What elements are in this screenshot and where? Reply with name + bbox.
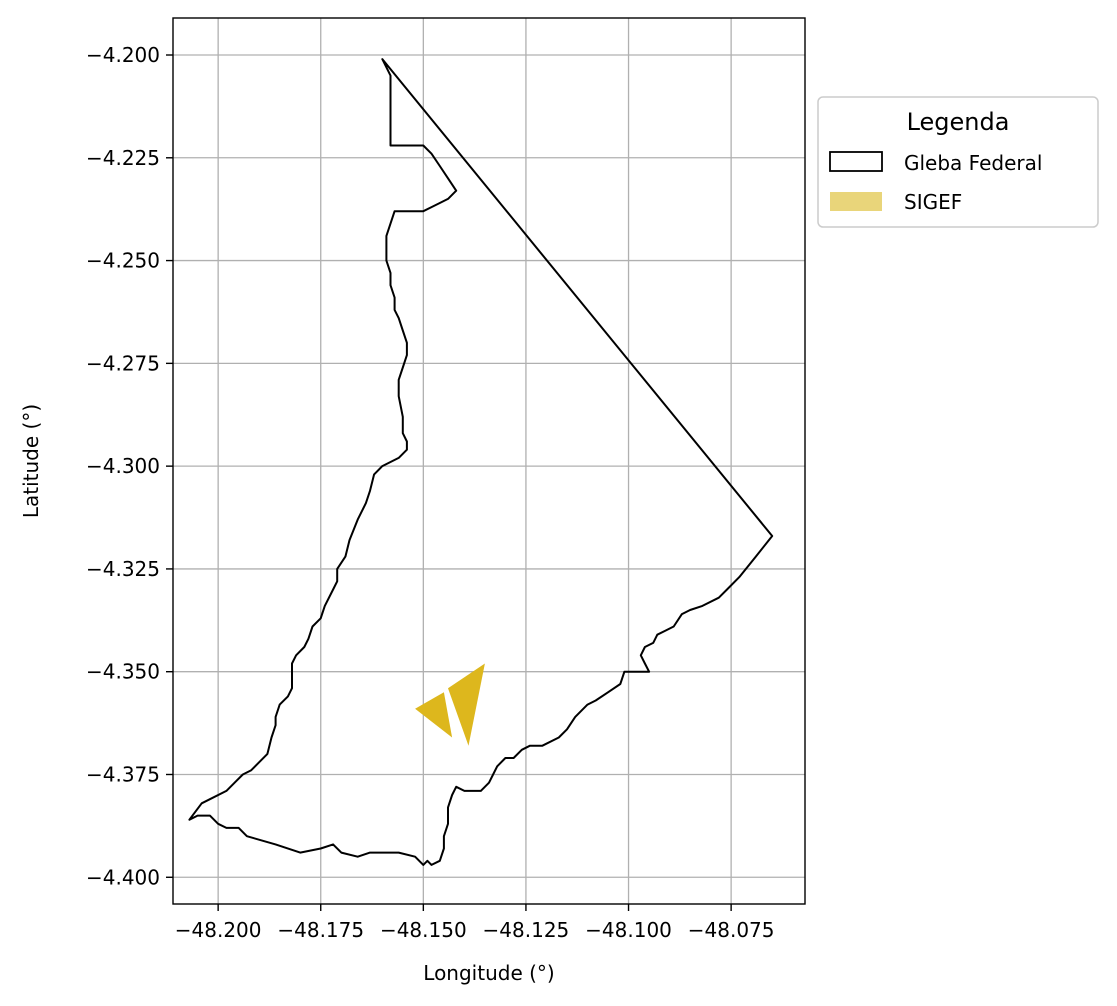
x-tick-label: −48.100 (585, 918, 672, 942)
x-tick-label: −48.150 (380, 918, 467, 942)
y-tick-label: −4.350 (86, 660, 160, 684)
grid-lines (173, 18, 805, 904)
x-tick-label: −48.175 (277, 918, 364, 942)
gleba-federal-polygon (188, 58, 774, 866)
y-tick-label: −4.200 (86, 43, 160, 67)
y-tick-label: −4.275 (86, 351, 160, 375)
legend-box (817, 96, 1099, 228)
y-tick-label: −4.375 (86, 762, 160, 786)
map-layers (188, 58, 774, 866)
y-axis-label: Latitude (°) (19, 404, 43, 518)
sigef-polygon (415, 692, 453, 738)
y-tick-label: −4.400 (86, 865, 160, 889)
sigef-polygon (448, 663, 485, 746)
legend-swatch-sigef (830, 192, 882, 211)
y-tick-label: −4.225 (86, 146, 160, 170)
x-axis-label: Longitude (°) (423, 961, 554, 985)
x-tick-label: −48.200 (175, 918, 262, 942)
x-axis-ticks: −48.200 −48.175 −48.150 −48.125 −48.100 −48.0… (175, 904, 775, 942)
x-tick-label: −48.125 (483, 918, 570, 942)
legend: Legenda Gleba Federal SIGEF (817, 96, 1099, 228)
y-tick-label: −4.325 (86, 557, 160, 581)
y-tick-label: −4.300 (86, 454, 160, 478)
y-axis-ticks: −4.200 −4.225 −4.250 −4.275 −4.300 −4.325 −4.3… (86, 43, 173, 889)
plot-frame (172, 17, 806, 905)
legend-label-gleba-federal: Gleba Federal (904, 151, 1042, 175)
legend-swatch-gleba-federal (829, 151, 883, 172)
x-tick-label: −48.075 (688, 918, 775, 942)
legend-title: Legenda (907, 108, 1010, 136)
y-tick-label: −4.250 (86, 249, 160, 273)
legend-label-sigef: SIGEF (904, 190, 962, 214)
